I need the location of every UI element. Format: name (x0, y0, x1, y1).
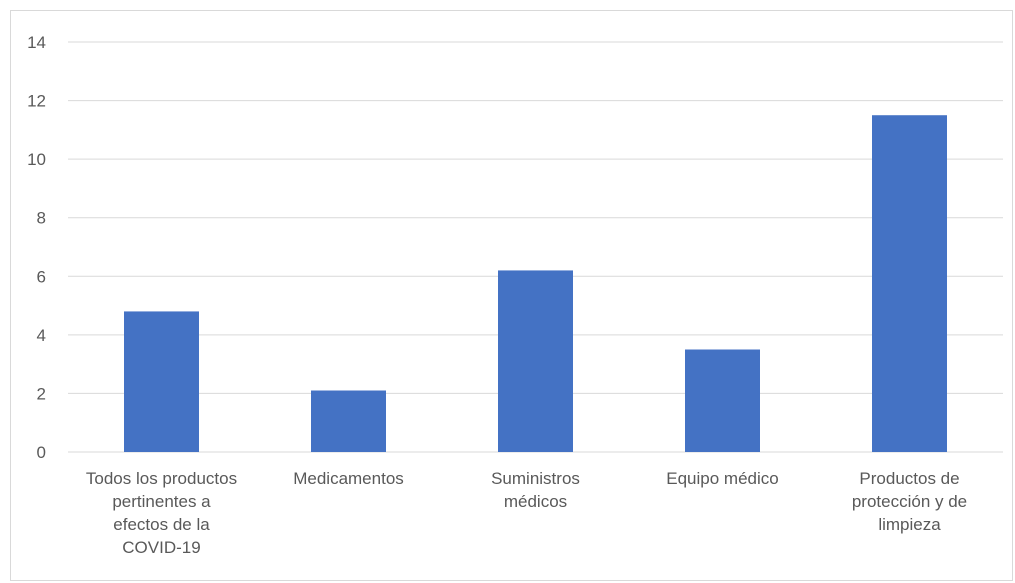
y-tick-label: 2 (37, 384, 46, 403)
y-tick-label: 14 (27, 33, 46, 52)
x-tick-label: Equipo médico (666, 469, 778, 488)
x-tick-label: Productos de protección y de limpieza (852, 469, 967, 534)
bar-4 (685, 349, 760, 452)
y-tick-label: 6 (37, 267, 46, 286)
bar-1 (124, 311, 199, 452)
y-tick-label: 8 (37, 209, 46, 228)
x-tick-label: Medicamentos (293, 469, 404, 488)
y-tick-label: 0 (37, 443, 46, 462)
x-tick-label: Suministros médicos (491, 469, 580, 511)
bar-2 (311, 390, 386, 452)
y-tick-label: 10 (27, 150, 46, 169)
bar-3 (498, 270, 573, 452)
bar-5 (872, 115, 947, 452)
y-tick-label: 4 (37, 326, 46, 345)
y-tick-label: 12 (27, 92, 46, 111)
x-tick-label: Todos los productos pertinentes a efectos … (86, 469, 237, 557)
